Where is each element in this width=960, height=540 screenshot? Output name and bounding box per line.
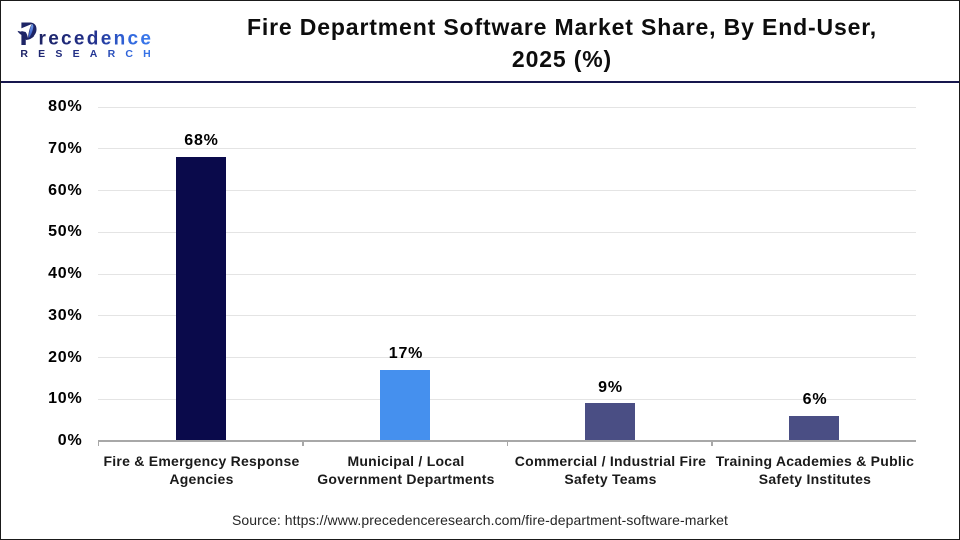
svg-text:RESEARCH: RESEARCH [20,48,157,60]
svg-text:recedence: recedence [39,28,154,49]
